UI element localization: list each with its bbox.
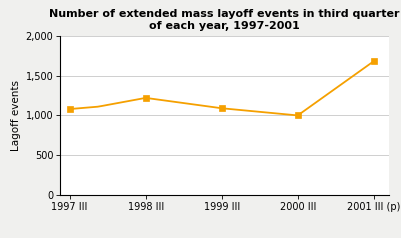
Y-axis label: Lagoff events: Lagoff events — [11, 80, 21, 151]
Title: Number of extended mass layoff events in third quarter
of each year, 1997-2001: Number of extended mass layoff events in… — [49, 9, 400, 31]
